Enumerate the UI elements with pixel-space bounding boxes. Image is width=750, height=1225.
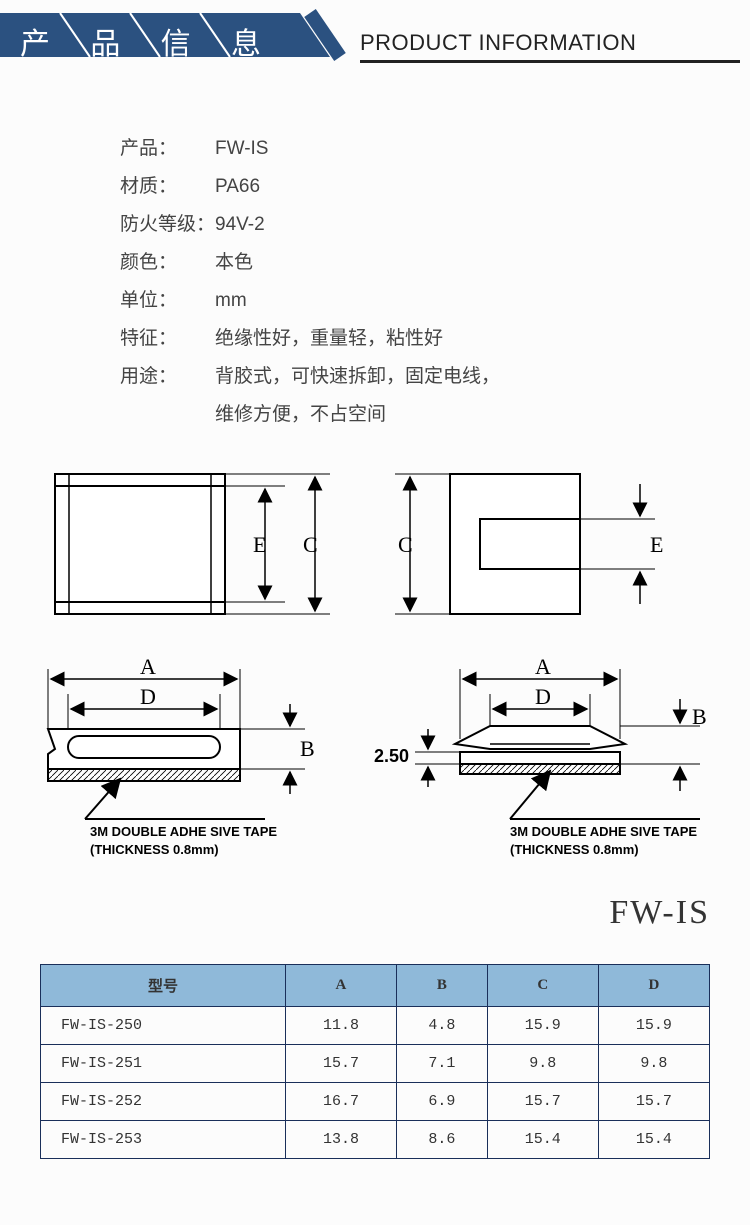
banner: 产 品 信 息 bbox=[0, 5, 360, 65]
spec-value: FW-IS bbox=[215, 130, 268, 168]
dim-C: C bbox=[398, 532, 413, 557]
table-row: FW-IS-251 15.7 7.1 9.8 9.8 bbox=[41, 1045, 710, 1083]
spec-label: 防火等级： bbox=[120, 206, 215, 244]
table-cell: 16.7 bbox=[285, 1083, 396, 1121]
table-cell: 15.4 bbox=[487, 1121, 598, 1159]
table-cell: 9.8 bbox=[598, 1045, 709, 1083]
table-cell: 11.8 bbox=[285, 1007, 396, 1045]
spec-row: 防火等级：94V-2 bbox=[120, 206, 750, 244]
table-cell: 7.1 bbox=[397, 1045, 488, 1083]
spec-table: 型号 A B C D FW-IS-250 11.8 4.8 15.9 15.9 … bbox=[40, 964, 710, 1159]
dim-A: A bbox=[140, 654, 156, 679]
table-header: B bbox=[397, 965, 488, 1007]
diagram-svg: E C C E bbox=[0, 454, 750, 924]
dim-B: B bbox=[300, 736, 315, 761]
banner-title-en: PRODUCT INFORMATION bbox=[360, 30, 636, 56]
dim-E: E bbox=[650, 532, 663, 557]
table-header: 型号 bbox=[41, 965, 286, 1007]
table-header: D bbox=[598, 965, 709, 1007]
table-cell: 15.7 bbox=[598, 1083, 709, 1121]
table-header: A bbox=[285, 965, 396, 1007]
technical-diagram: E C C E bbox=[0, 454, 750, 924]
tape-label-1: 3M DOUBLE ADHE SIVE TAPE bbox=[510, 824, 697, 839]
table-cell: 15.9 bbox=[598, 1007, 709, 1045]
table-cell: 6.9 bbox=[397, 1083, 488, 1121]
spec-row: 材质：PA66 bbox=[120, 168, 750, 206]
banner-underline bbox=[360, 60, 740, 63]
header: 产 品 信 息 PRODUCT INFORMATION bbox=[0, 0, 750, 70]
tape-label-2: (THICKNESS 0.8mm) bbox=[90, 842, 219, 857]
spec-label: 颜色： bbox=[120, 244, 215, 282]
spec-row: 单位：mm bbox=[120, 282, 750, 320]
spec-value: 绝缘性好，重量轻，粘性好 bbox=[215, 320, 443, 358]
table-cell: 13.8 bbox=[285, 1121, 396, 1159]
table-cell: 4.8 bbox=[397, 1007, 488, 1045]
dim-A: A bbox=[535, 654, 551, 679]
dim-C: C bbox=[303, 532, 318, 557]
spec-continuation: 维修方便，不占空间 bbox=[215, 396, 750, 434]
spec-value: 背胶式，可快速拆卸，固定电线， bbox=[215, 358, 500, 396]
table-cell: 15.4 bbox=[598, 1121, 709, 1159]
table-row: FW-IS-250 11.8 4.8 15.9 15.9 bbox=[41, 1007, 710, 1045]
spec-value: 94V-2 bbox=[215, 206, 265, 244]
table-cell: FW-IS-253 bbox=[41, 1121, 286, 1159]
spec-row: 颜色：本色 bbox=[120, 244, 750, 282]
table-cell: 15.7 bbox=[285, 1045, 396, 1083]
spec-value: PA66 bbox=[215, 168, 260, 206]
spec-label: 单位： bbox=[120, 282, 215, 320]
spec-label: 特征： bbox=[120, 320, 215, 358]
table-cell: FW-IS-252 bbox=[41, 1083, 286, 1121]
spec-label: 材质： bbox=[120, 168, 215, 206]
table-header: C bbox=[487, 965, 598, 1007]
tape-label-1: 3M DOUBLE ADHE SIVE TAPE bbox=[90, 824, 277, 839]
product-code: FW-IS bbox=[609, 894, 710, 932]
spec-value: 本色 bbox=[215, 244, 253, 282]
table-row: FW-IS-253 13.8 8.6 15.4 15.4 bbox=[41, 1121, 710, 1159]
table-cell: 15.7 bbox=[487, 1083, 598, 1121]
dim-B: B bbox=[692, 704, 707, 729]
dim-D: D bbox=[535, 684, 551, 709]
table-cell: 9.8 bbox=[487, 1045, 598, 1083]
tape-label-2: (THICKNESS 0.8mm) bbox=[510, 842, 639, 857]
dim-E: E bbox=[253, 532, 266, 557]
table-header-row: 型号 A B C D bbox=[41, 965, 710, 1007]
table-cell: 15.9 bbox=[487, 1007, 598, 1045]
spec-value: mm bbox=[215, 282, 247, 320]
dim-250: 2.50 bbox=[374, 746, 409, 766]
specs-list: 产品：FW-IS 材质：PA66 防火等级：94V-2 颜色：本色 单位：mm … bbox=[120, 130, 750, 434]
table-cell: FW-IS-250 bbox=[41, 1007, 286, 1045]
spec-label: 用途： bbox=[120, 358, 215, 396]
dim-D: D bbox=[140, 684, 156, 709]
banner-title-cn: 产 品 信 息 bbox=[20, 19, 277, 63]
table-cell: 8.6 bbox=[397, 1121, 488, 1159]
table-cell: FW-IS-251 bbox=[41, 1045, 286, 1083]
spec-row: 产品：FW-IS bbox=[120, 130, 750, 168]
spec-row: 特征：绝缘性好，重量轻，粘性好 bbox=[120, 320, 750, 358]
table-row: FW-IS-252 16.7 6.9 15.7 15.7 bbox=[41, 1083, 710, 1121]
spec-label: 产品： bbox=[120, 130, 215, 168]
spec-row: 用途：背胶式，可快速拆卸，固定电线， bbox=[120, 358, 750, 396]
